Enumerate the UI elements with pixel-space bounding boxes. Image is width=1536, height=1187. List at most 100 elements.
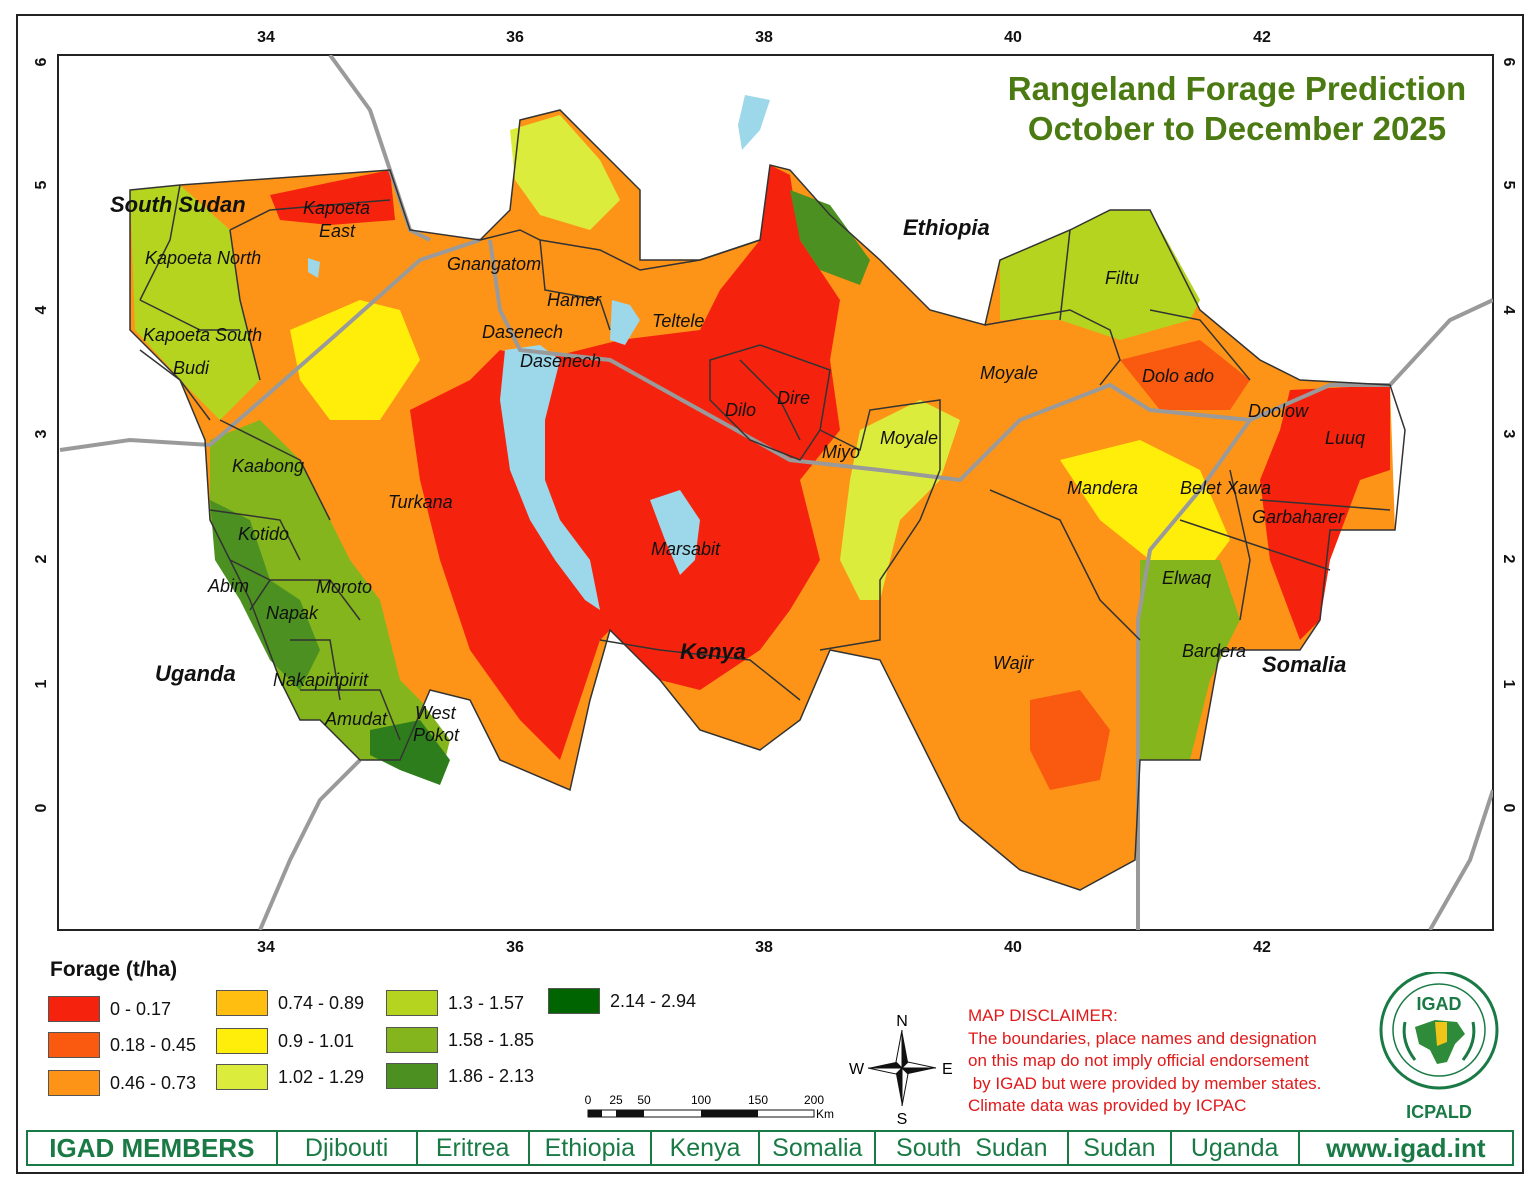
member-somalia: Somalia (760, 1132, 877, 1164)
lake-turkana (500, 345, 600, 610)
member-sudan: Sudan (1069, 1132, 1172, 1164)
igad-logo: IGAD ICPALD (1379, 972, 1499, 1122)
members-title: IGAD MEMBERS (28, 1132, 278, 1164)
legend-item: 0.9 - 1.01 (216, 1028, 354, 1054)
region-yellow-ethiopia-n (510, 115, 620, 230)
place-label: Miyo (822, 442, 860, 462)
place-label: Abim (207, 576, 249, 596)
region-yellow-moyale (840, 400, 960, 600)
y-tick: 5 (1500, 181, 1517, 190)
igad-website-link[interactable]: www.igad.int (1326, 1132, 1486, 1163)
lake-ss (308, 258, 320, 278)
y-tick: 1 (33, 679, 50, 688)
place-label: Dire (777, 388, 810, 408)
legend-label: 1.58 - 1.85 (448, 1029, 535, 1050)
region-darkgreen-west (210, 500, 320, 690)
region-green-ss (130, 185, 260, 420)
legend-label: 0.9 - 1.01 (278, 1030, 355, 1051)
y-ticks-left: 6 5 4 3 2 1 0 (33, 57, 50, 812)
y-tick: 2 (1500, 555, 1517, 564)
place-label: Mandera (1067, 478, 1138, 498)
scale-label: 25 (609, 1093, 623, 1107)
legend-swatch (386, 990, 438, 1016)
legend-item: 1.58 - 1.85 (386, 1027, 534, 1053)
legend-title: Forage (t/ha) (50, 958, 178, 981)
scale-label: 200 (804, 1093, 824, 1107)
disclaimer-heading: MAP DISCLAIMER: (968, 1006, 1118, 1025)
legend-swatch (48, 1070, 100, 1096)
x-tick: 38 (755, 939, 773, 956)
place-label: Moroto (316, 577, 372, 597)
region-red-kapoeta (270, 170, 395, 225)
scale-label: 100 (691, 1093, 711, 1107)
scale-label: 50 (637, 1093, 651, 1107)
y-tick: 3 (33, 429, 50, 438)
y-tick: 6 (33, 57, 50, 66)
legend-swatch (48, 996, 100, 1022)
x-tick: 40 (1004, 939, 1022, 956)
legend-label: 0 - 0.17 (110, 998, 172, 1019)
place-label: Belet Xawa (1180, 478, 1271, 498)
y-tick: 5 (33, 180, 50, 189)
legend-swatch (386, 1063, 438, 1089)
place-label: Pokot (413, 725, 460, 745)
legend-swatch (216, 1028, 268, 1054)
legend-swatch (216, 1064, 268, 1090)
region-yellow-mandera (1060, 440, 1230, 580)
place-label: Dasenech (482, 322, 563, 342)
legend-label: 0.18 - 0.45 (110, 1034, 197, 1055)
map-frame (16, 14, 1524, 1174)
member-uganda: Uganda (1172, 1132, 1300, 1164)
member-eritrea: Eritrea (418, 1132, 530, 1164)
place-label: Amudat (324, 709, 388, 729)
place-label: Moyale (980, 363, 1038, 383)
lake-north (610, 300, 640, 345)
place-label: Marsabit (651, 539, 721, 559)
legend-item: 0 - 0.17 (48, 996, 171, 1022)
place-label: Gnangatom (447, 254, 541, 274)
disclaimer-line: The boundaries, place names and designat… (968, 1028, 1317, 1048)
legend-label: 1.86 - 2.13 (448, 1065, 535, 1086)
legend: 0 - 0.17 0.18 - 0.45 0.46 - 0.73 0.74 - … (48, 988, 728, 1100)
region-red-dolo (1120, 340, 1250, 410)
region-green-west (210, 420, 450, 780)
legend-label: 1.02 - 1.29 (278, 1066, 365, 1087)
compass-n: N (896, 1013, 908, 1030)
legend-item: 1.3 - 1.57 (386, 990, 524, 1016)
x-tick: 42 (1253, 939, 1271, 956)
place-label: Nakapiripirit (273, 670, 369, 690)
place-label: East (319, 221, 356, 241)
region-outline (129, 109, 1406, 891)
y-tick: 6 (1500, 58, 1517, 67)
compass-s: S (897, 1111, 908, 1128)
disclaimer-line: Climate data was provided by ICPAC (968, 1096, 1247, 1115)
place-label: Moyale (880, 428, 938, 448)
x-tick: 34 (257, 29, 275, 46)
x-tick: 34 (257, 939, 275, 956)
region-red-wajir (1030, 690, 1110, 790)
scale-label: 150 (748, 1093, 768, 1107)
legend-item: 1.86 - 2.13 (386, 1063, 534, 1089)
member-kenya: Kenya (652, 1132, 761, 1164)
logo-top-text: IGAD (1417, 994, 1462, 1014)
country-label: Ethiopia (903, 215, 990, 240)
disclaimer-line: on this map do not imply official endors… (968, 1051, 1309, 1070)
map-title-line1: Rangeland Forage Prediction (1008, 70, 1466, 107)
place-label: Kapoeta North (145, 248, 261, 268)
legend-item: 0.18 - 0.45 (48, 1032, 196, 1058)
logo-bottom-text: ICPALD (1406, 1102, 1472, 1122)
place-label: Bardera (1182, 641, 1246, 661)
legend-item: 1.02 - 1.29 (216, 1064, 364, 1090)
legend-item: 2.14 - 2.94 (548, 988, 696, 1014)
place-label: Kapoeta South (143, 325, 262, 345)
x-tick: 36 (506, 29, 524, 46)
place-label: Garbaharer (1252, 507, 1345, 527)
country-label: Somalia (1262, 652, 1346, 677)
legend-label: 1.3 - 1.57 (448, 992, 525, 1013)
disclaimer-line: by IGAD but were provided by member stat… (968, 1073, 1322, 1093)
y-tick: 0 (33, 803, 50, 812)
lake-abaya (738, 95, 770, 150)
place-label: West (415, 703, 457, 723)
map-title-line2: October to December 2025 (1028, 110, 1446, 147)
region-green-ethiopia (790, 190, 870, 285)
